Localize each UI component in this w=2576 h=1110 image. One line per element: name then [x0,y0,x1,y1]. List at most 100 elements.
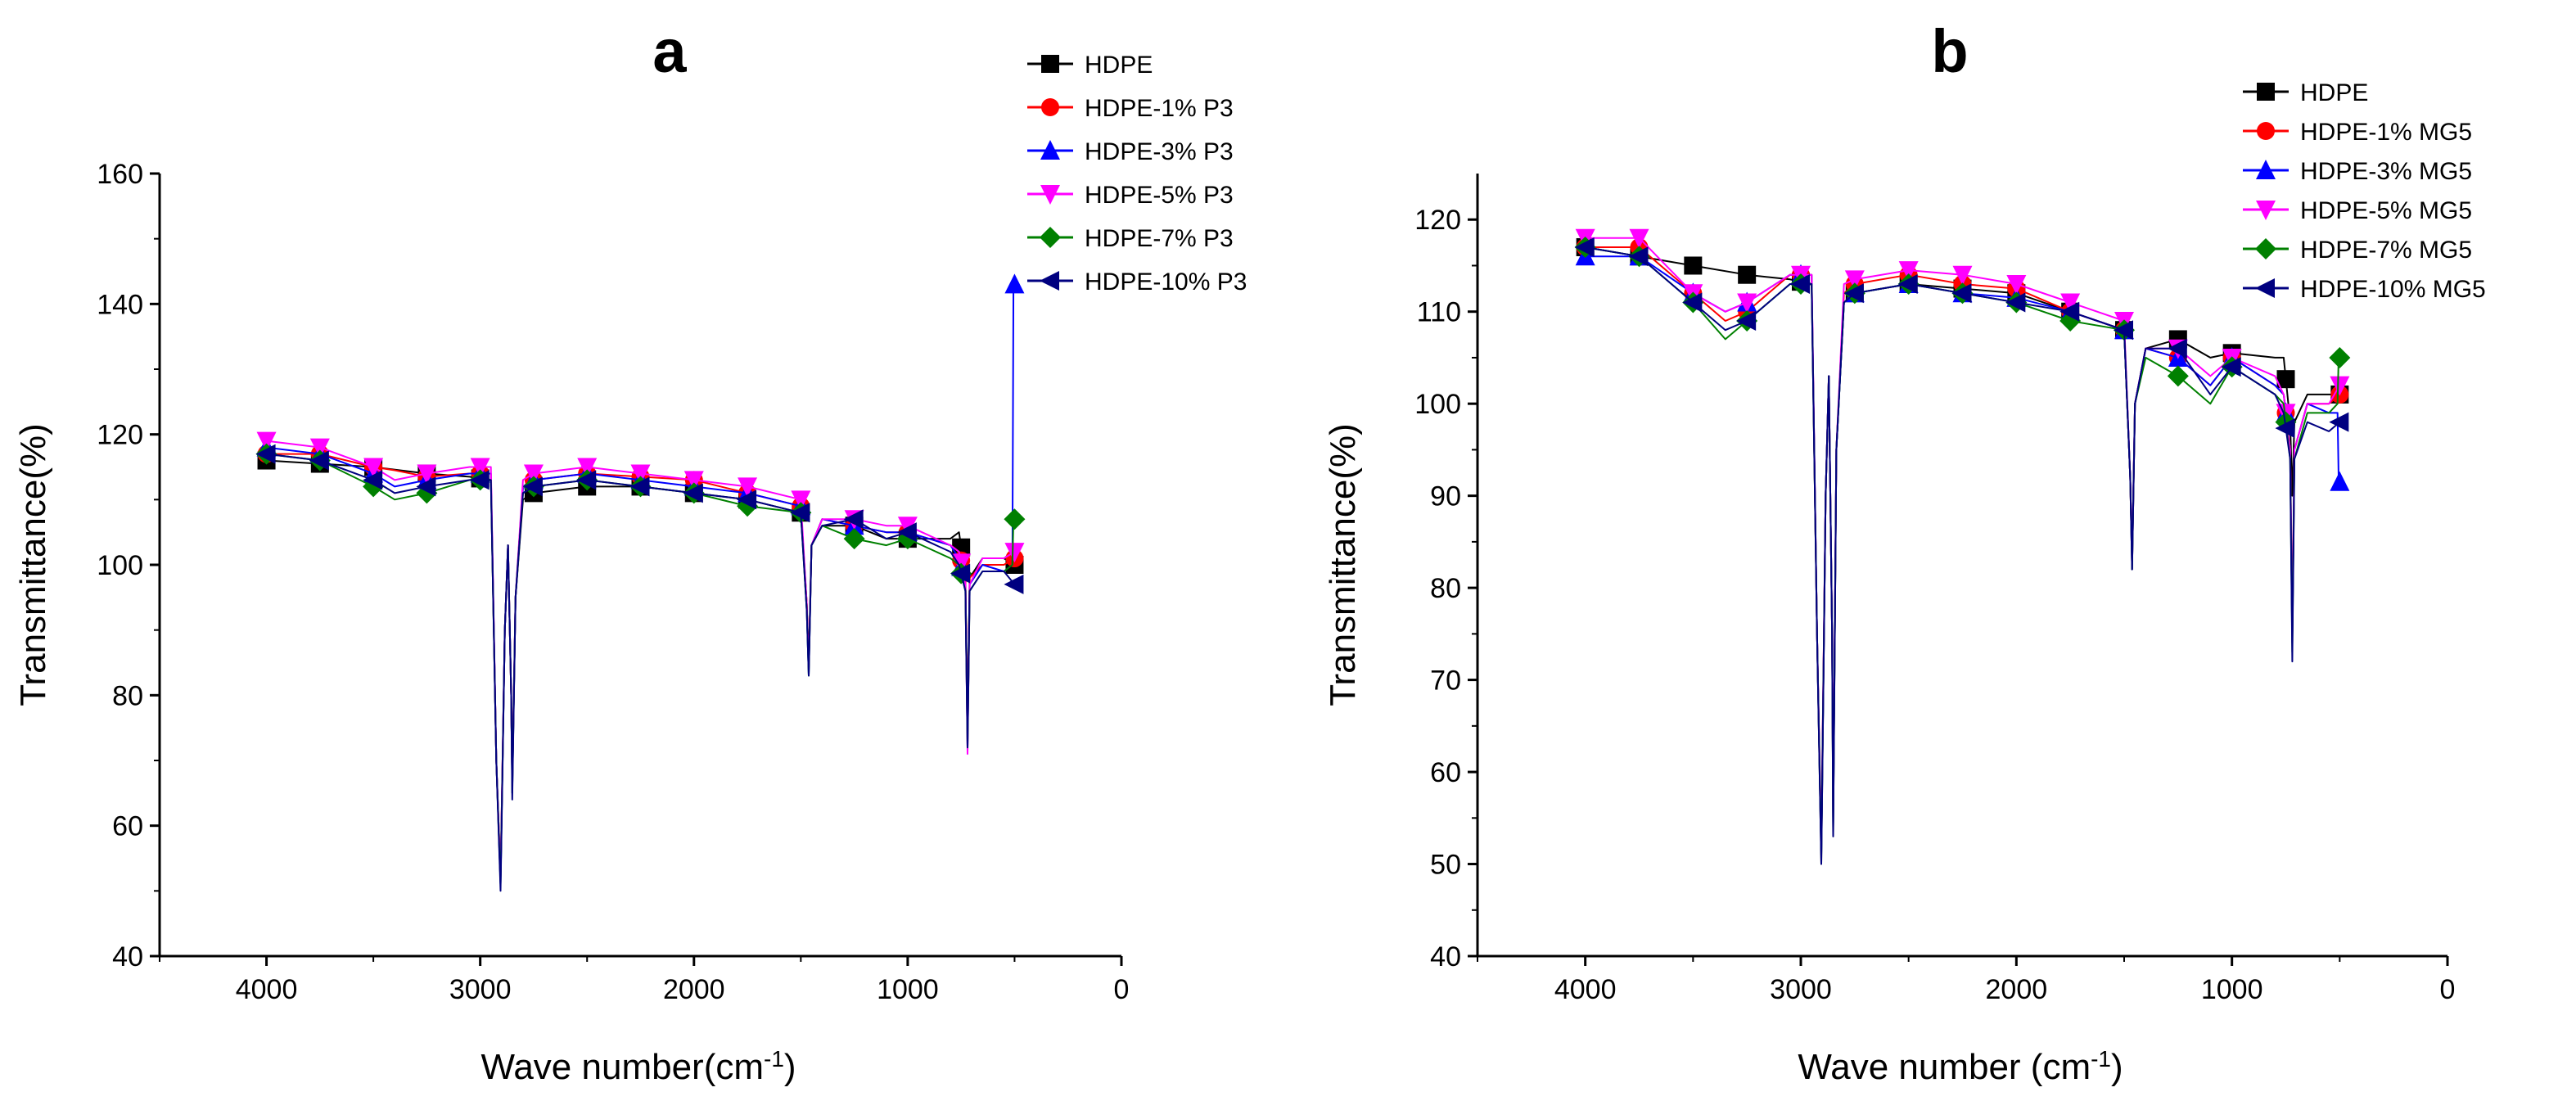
series-line-2 [1585,246,2340,846]
data-point [2276,370,2295,389]
y-tick-label: 90 [1430,481,1461,512]
data-point [417,464,437,485]
panel-a-ylabel: Transmittance(%) [13,423,53,706]
x-tick-label: 0 [2440,974,2456,1005]
legend-label: HDPE-7% MG5 [2300,237,2472,264]
legend-marker [2256,201,2276,220]
panel-b-xlabel-suffix: ) [2111,1047,2123,1087]
data-point [790,503,810,523]
panel-b-legend: HDPE HDPE-1% MG5 HDPE-3% MG5 HDPE-5% MG5 HDP… [2243,79,2486,303]
data-point [952,538,971,557]
data-point [1004,574,1024,594]
data-point [1790,273,1810,294]
legend-label: HDPE-1% P3 [1085,95,1234,122]
data-point [363,470,383,490]
panel-a: a 40 60 80 100 120 140 160 4000 3000 2000 1000 0 Tr… [13,17,1247,1087]
legend-label: HDPE-10% P3 [1085,268,1247,296]
data-point [843,528,865,550]
data-point [737,490,757,510]
data-point [2006,274,2027,295]
y-tick-label: 160 [97,159,143,190]
data-point [523,464,544,485]
data-point [843,509,864,530]
data-point [1684,256,1703,275]
x-tick-label: 2000 [1986,974,2048,1005]
data-point [577,458,598,478]
legend-marker [2255,238,2276,259]
data-point [2275,418,2295,439]
x-tick-label: 1000 [877,974,939,1005]
panel-b-xlabel: Wave number (cm-1) [1798,1046,2123,1088]
panel-a-xlabel-suffix: ) [784,1047,796,1087]
legend-label: HDPE [1085,52,1153,79]
panel-b: b 40 50 60 70 80 90 100 110 120 4000 3000 2000 1000 0… [1323,17,2486,1087]
data-point [1004,273,1025,294]
legend-label: HDPE-7% P3 [1085,225,1234,252]
y-tick-label: 80 [1430,573,1461,604]
legend-marker [1041,98,1059,116]
data-point [522,476,543,497]
data-point [1737,293,1757,314]
panel-a-xlabel: Wave number(cm-1) [480,1046,796,1088]
data-point [469,470,489,490]
data-point [576,470,597,490]
data-point [683,471,704,491]
x-tick-label: 1000 [2201,974,2263,1005]
data-point [309,450,329,471]
x-tick-label: 3000 [449,974,512,1005]
data-point [255,444,276,464]
legend-label: HDPE-3% P3 [1085,138,1234,165]
data-point [1844,270,1865,291]
panel-b-xlabel-main: Wave number (cm [1798,1047,2091,1087]
y-tick-label: 100 [1414,389,1461,420]
data-point [2167,365,2189,387]
y-tick-label: 70 [1430,666,1461,697]
panel-a-legend: HDPE HDPE-1% P3 HDPE-3% P3 HDPE-5% P3 HDPE-7… [1027,52,1247,296]
panel-a-plot-area: 40 60 80 100 120 140 160 4000 3000 2000 1000 0 [97,159,1129,1005]
panel-b-plot-area: 40 50 60 70 80 90 100 110 120 4000 3000 2000 1000 0 [1414,174,2455,1005]
series-line-4 [266,440,1015,879]
data-point [309,438,330,458]
x-tick-label: 2000 [663,974,725,1005]
legend-marker [2257,122,2275,140]
data-point [1843,283,1864,304]
y-tick-label: 80 [112,680,143,711]
data-point [2329,346,2351,368]
legend-marker [1040,271,1059,291]
legend-marker [2255,278,2275,298]
y-tick-label: 50 [1430,850,1461,881]
y-tick-label: 110 [1417,297,1461,328]
data-point [683,483,703,503]
legend-label: HDPE-3% MG5 [2300,158,2472,185]
data-point [2330,471,2350,491]
x-tick-label: 4000 [1554,974,1617,1005]
legend-label: HDPE-5% P3 [1085,182,1234,209]
y-tick-label: 120 [1414,205,1461,236]
panel-b-label: b [1931,17,1968,85]
data-point [791,490,811,511]
data-point [1574,237,1595,257]
panel-a-label: a [652,17,687,85]
data-point [629,476,650,497]
legend-marker [2257,83,2275,101]
x-tick-label: 3000 [1770,974,1832,1005]
legend-label: HDPE-5% MG5 [2300,197,2472,224]
data-point [630,464,651,485]
y-tick-label: 40 [1430,941,1461,972]
y-tick-label: 100 [97,550,143,581]
panel-b-xlabel-sup: -1 [2091,1046,2111,1072]
data-point [897,517,918,537]
legend-marker [1040,140,1060,160]
data-point [1736,310,1757,331]
data-point [1897,273,1918,294]
panel-a-xlabel-main: Wave number(cm [480,1047,764,1087]
data-point [416,476,436,497]
data-point [1738,265,1757,284]
data-point [363,458,384,478]
data-point [256,431,277,452]
y-tick-label: 60 [112,811,143,842]
data-point [1004,543,1025,563]
data-point [2221,357,2241,377]
y-tick-label: 60 [1430,757,1461,788]
